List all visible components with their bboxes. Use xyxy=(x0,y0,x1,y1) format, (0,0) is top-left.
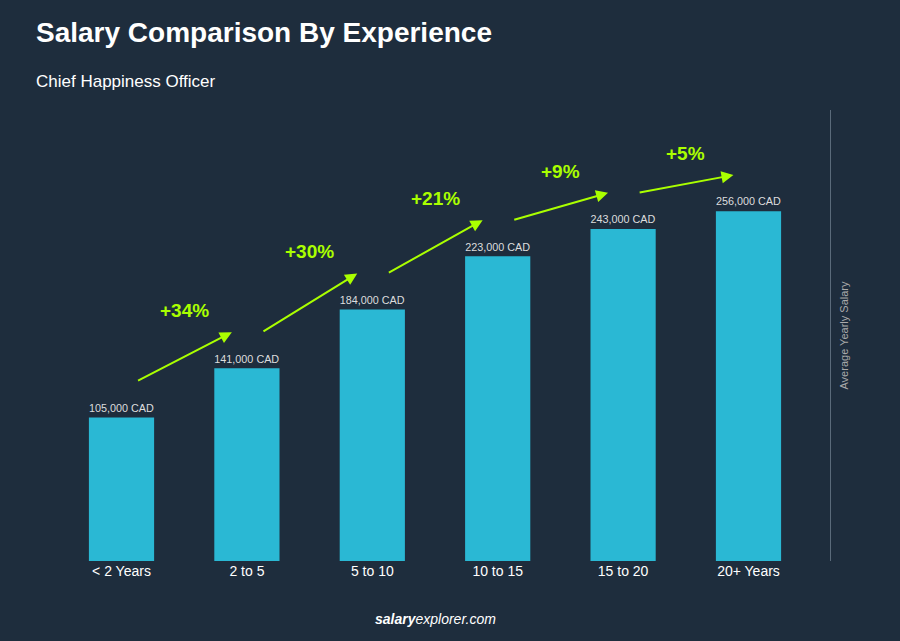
svg-text:5 to 10: 5 to 10 xyxy=(351,563,394,579)
svg-text:243,000 CAD: 243,000 CAD xyxy=(591,213,656,225)
svg-text:+5%: +5% xyxy=(666,143,705,164)
svg-text:Average Yearly Salary: Average Yearly Salary xyxy=(838,281,850,390)
svg-text:141,000 CAD: 141,000 CAD xyxy=(214,353,279,365)
svg-text:20+ Years: 20+ Years xyxy=(717,563,780,579)
svg-text:Chief Happiness Officer: Chief Happiness Officer xyxy=(36,72,216,91)
svg-text:+30%: +30% xyxy=(285,241,334,262)
svg-text:15 to 20: 15 to 20 xyxy=(598,563,649,579)
svg-text:+21%: +21% xyxy=(411,188,460,209)
svg-text:256,000 CAD: 256,000 CAD xyxy=(716,195,781,207)
svg-text:Salary Comparison By Experienc: Salary Comparison By Experience xyxy=(36,17,492,48)
svg-text:184,000 CAD: 184,000 CAD xyxy=(340,294,405,306)
svg-text:223,000 CAD: 223,000 CAD xyxy=(465,241,530,253)
svg-text:salaryexplorer.com: salaryexplorer.com xyxy=(375,611,496,627)
svg-text:+9%: +9% xyxy=(541,161,580,182)
svg-text:+34%: +34% xyxy=(160,300,209,321)
svg-text:105,000 CAD: 105,000 CAD xyxy=(89,402,154,414)
svg-text:< 2 Years: < 2 Years xyxy=(92,563,151,579)
svg-text:2 to 5: 2 to 5 xyxy=(229,563,264,579)
svg-text:10 to 15: 10 to 15 xyxy=(472,563,523,579)
